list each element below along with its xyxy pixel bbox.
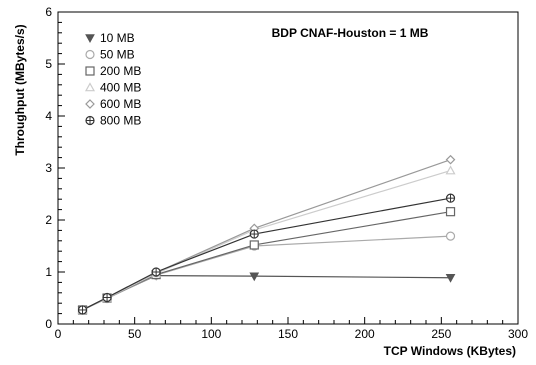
point-marker: [85, 49, 95, 60]
y-tick-label: 0: [45, 317, 52, 331]
data-point: [151, 267, 161, 277]
point-marker: [249, 240, 259, 250]
legend-label: 400 MB: [100, 81, 141, 95]
data-point: [249, 272, 260, 282]
point-marker: [85, 34, 95, 44]
point-marker: [445, 165, 456, 175]
chart-title: BDP CNAF-Houston = 1 MB: [272, 26, 429, 40]
series-line-0: [82, 275, 451, 311]
axes: 0 50 100 150 200 250 300 0 1 2 3 4 5 6: [45, 5, 528, 341]
x-tick-label: 0: [55, 327, 62, 341]
data-point: [445, 193, 456, 203]
point-marker: [445, 231, 456, 241]
legend-label: 200 MB: [100, 64, 141, 78]
data-point: [445, 274, 456, 283]
legend-entry: 50 MB: [85, 48, 135, 62]
legend-label: 800 MB: [100, 114, 141, 128]
x-tick-label: 300: [508, 327, 528, 341]
series-lines: [82, 159, 451, 311]
y-tick-label: 3: [45, 161, 52, 175]
data-point: [445, 165, 456, 175]
point-marker: [85, 99, 95, 109]
legend: 10 MB 50 MB 200 MB 400 MB 600 MB 800 MB: [84, 31, 141, 128]
y-tick-label: 4: [45, 109, 52, 123]
series-markers: [77, 154, 456, 315]
data-point: [249, 229, 259, 239]
legend-entry: 600 MB: [85, 97, 141, 111]
series-line-3: [82, 170, 451, 311]
legend-entry: 800 MB: [85, 114, 141, 128]
y-axis-label: Throughput (MBytes/s): [13, 24, 27, 155]
y-tick-label: 2: [45, 213, 52, 227]
y-tick-label: 6: [45, 5, 52, 19]
point-marker: [85, 66, 95, 76]
series-line-1: [82, 235, 451, 311]
data-point: [102, 292, 112, 303]
x-tick-label: 200: [355, 327, 375, 341]
y-tick-label: 5: [45, 57, 52, 71]
x-tick-label: 100: [201, 327, 221, 341]
legend-label: 600 MB: [100, 97, 141, 111]
data-point: [445, 207, 456, 217]
legend-entry: 400 MB: [84, 81, 141, 95]
data-point: [249, 240, 259, 250]
series-line-4: [82, 159, 451, 311]
data-point: [77, 305, 88, 315]
series-line-5: [82, 197, 451, 311]
x-tick-label: 150: [278, 327, 298, 341]
data-point: [445, 231, 456, 241]
point-marker: [249, 272, 260, 282]
x-tick-label: 50: [128, 327, 142, 341]
x-axis-label: TCP Windows (KBytes): [384, 344, 516, 358]
legend-entry: 200 MB: [85, 64, 141, 78]
y-tick-label: 1: [45, 265, 52, 279]
point-marker: [84, 82, 96, 92]
x-tick-label: 250: [431, 327, 451, 341]
legend-entry: 10 MB: [85, 31, 135, 45]
point-marker: [445, 154, 456, 165]
point-marker: [445, 207, 456, 217]
legend-label: 10 MB: [100, 31, 135, 45]
point-marker: [445, 274, 456, 283]
data-point: [445, 154, 456, 165]
legend-label: 50 MB: [100, 48, 135, 62]
